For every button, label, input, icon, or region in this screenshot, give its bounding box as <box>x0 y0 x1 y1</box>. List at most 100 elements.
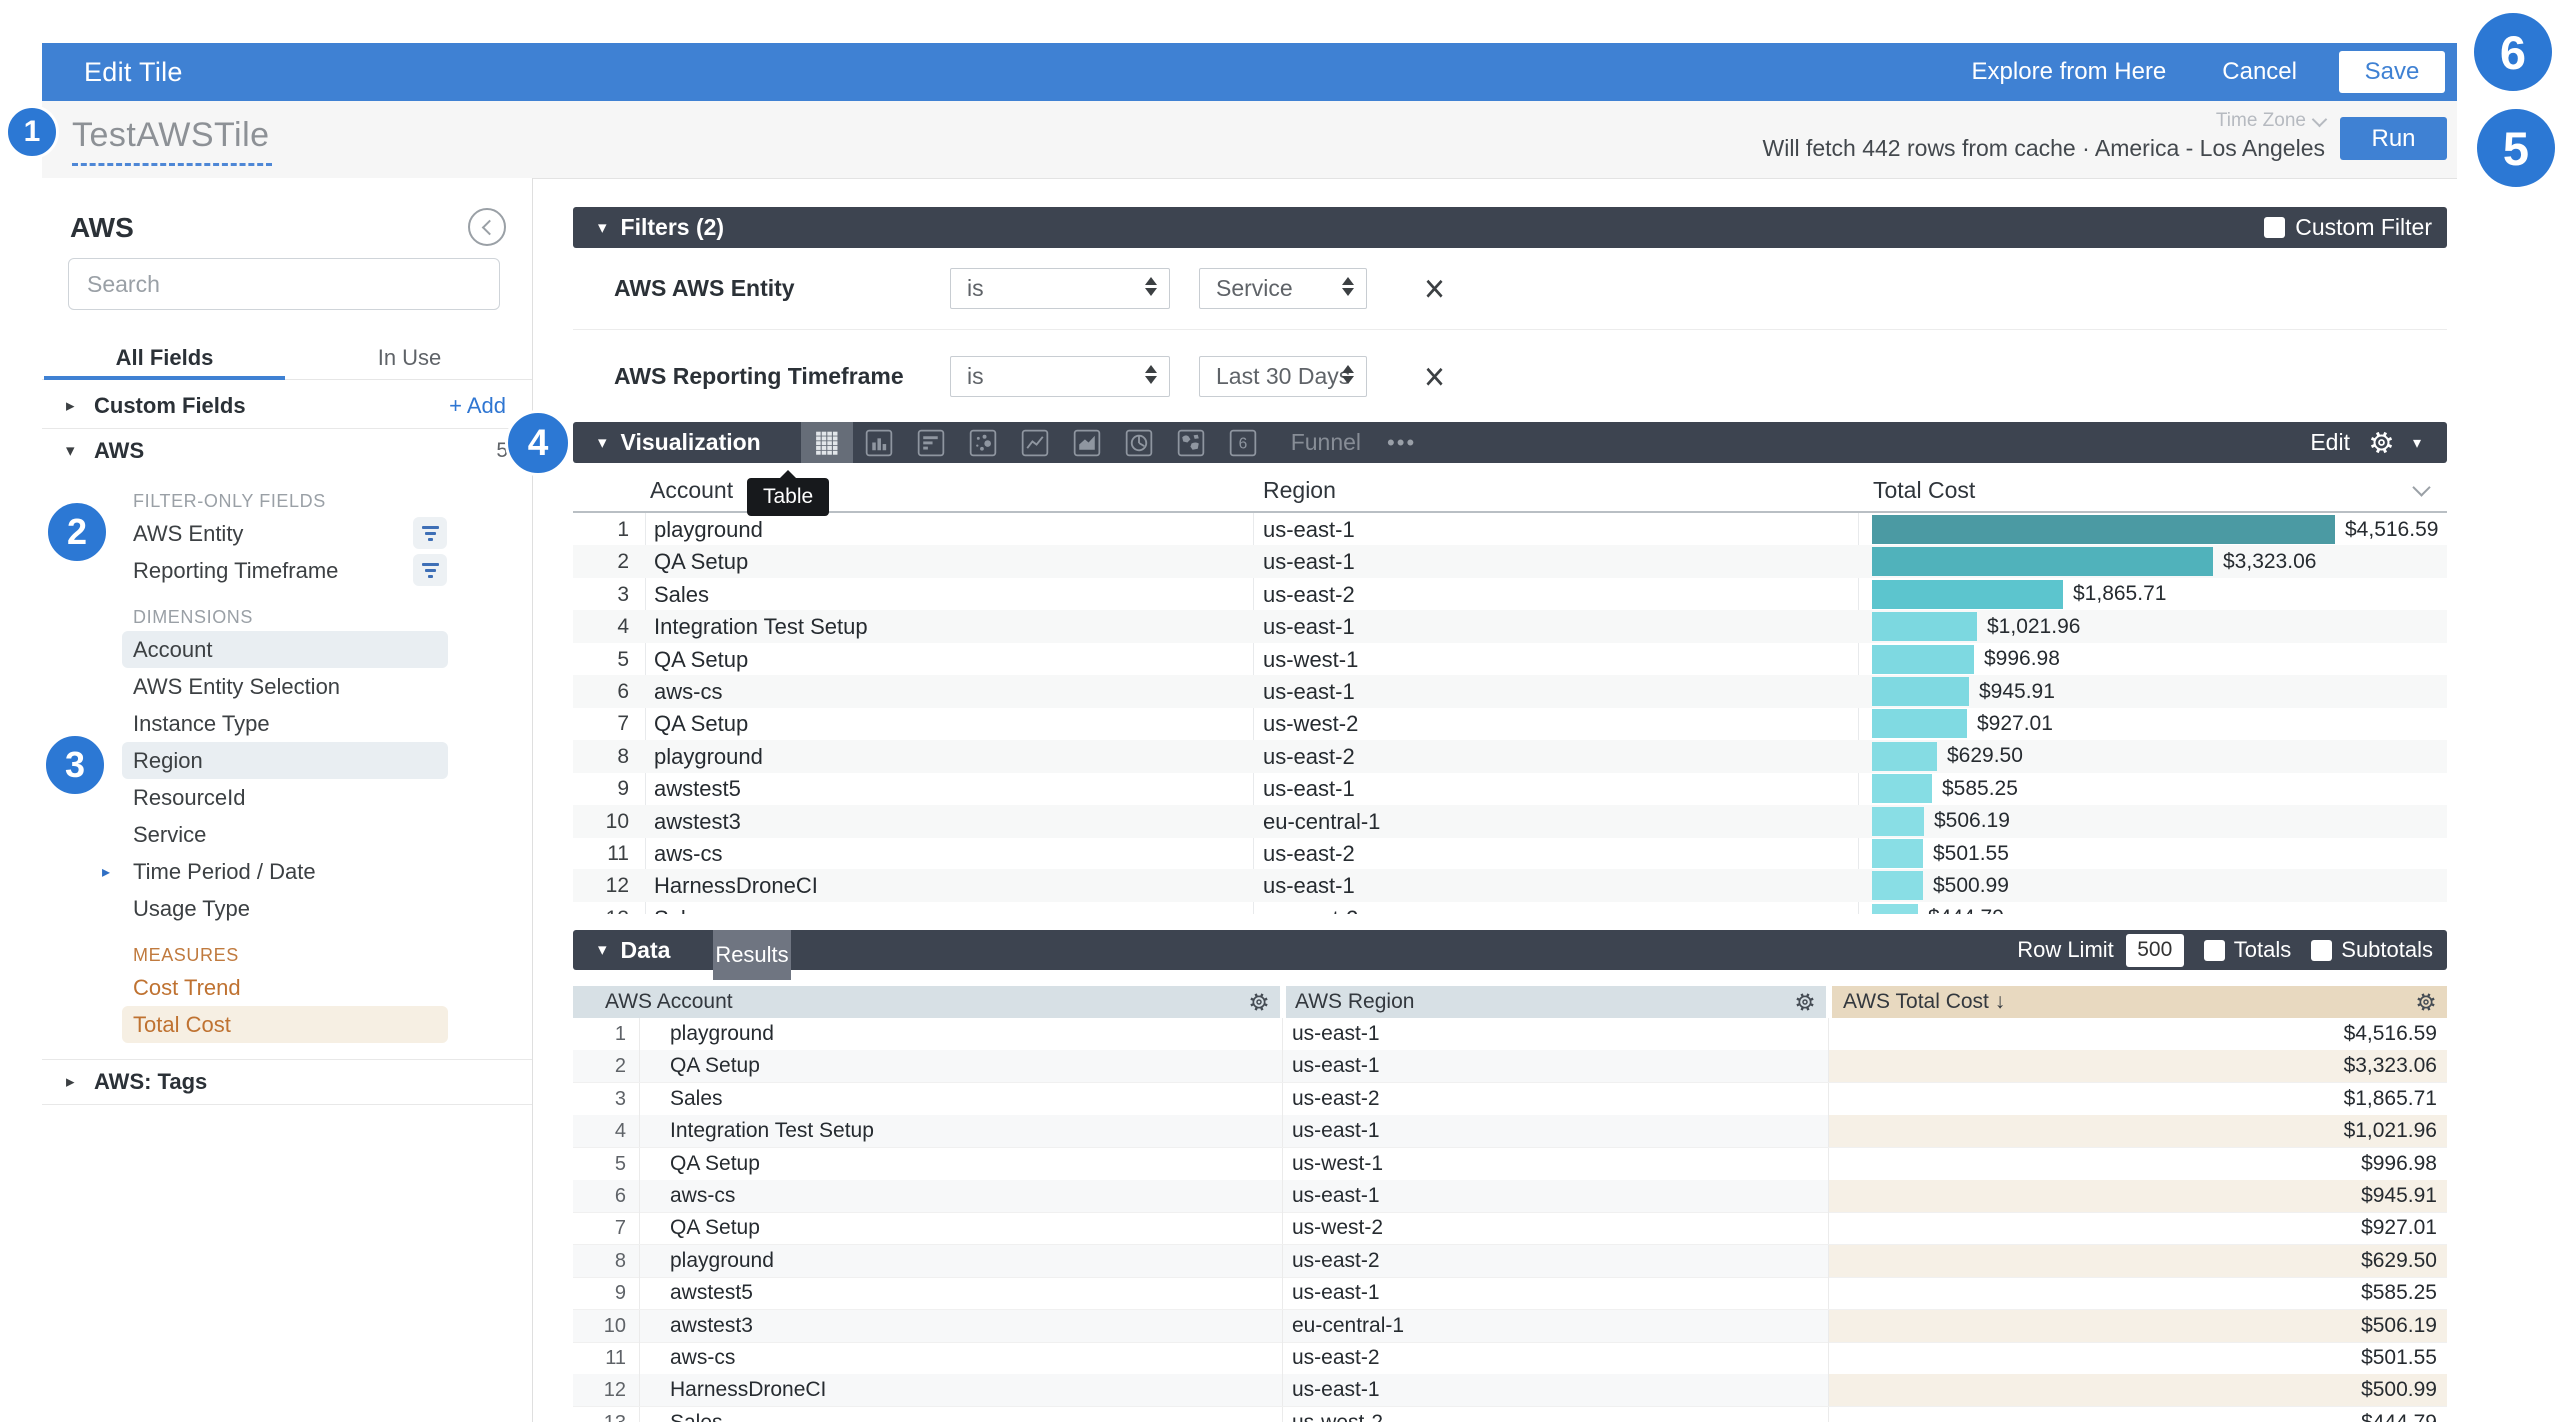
save-button[interactable]: Save <box>2339 51 2445 93</box>
data-col-aws-region[interactable]: AWS Region <box>1286 986 1826 1018</box>
account-cell[interactable]: QA Setup <box>654 646 749 672</box>
sidebar-item-cost-trend[interactable]: Cost Trend <box>42 969 532 1006</box>
data-table-row[interactable]: 5 QA Setup us-west-1 $996.98 <box>573 1147 2447 1181</box>
table-icon[interactable] <box>800 422 853 463</box>
account-cell[interactable]: QA Setup <box>640 1050 1283 1083</box>
region-cell[interactable]: us-west-1 <box>1263 646 1359 672</box>
tab-in-use[interactable]: In Use <box>377 344 442 370</box>
area-chart-icon[interactable] <box>1061 422 1113 463</box>
total-cost-cell[interactable]: $4,516.59 <box>1858 513 2447 546</box>
timezone-dropdown[interactable]: Time Zone <box>1763 110 2328 132</box>
expander-down-icon[interactable]: ▾ <box>66 441 75 460</box>
expander-right-icon[interactable]: ▸ <box>102 863 111 881</box>
data-table-row[interactable]: 11 aws-cs us-east-2 $501.55 <box>573 1342 2447 1375</box>
data-table-row[interactable]: 3 Sales us-east-2 $1,865.71 <box>573 1082 2447 1116</box>
bar-chart-icon[interactable] <box>905 422 957 463</box>
column-chart-icon[interactable] <box>853 422 905 463</box>
account-cell[interactable]: Integration Test Setup <box>654 614 868 640</box>
total-cost-cell[interactable]: $1,021.96 <box>1829 1115 2447 1148</box>
region-cell[interactable]: us-west-2 <box>1283 1406 1829 1422</box>
total-cost-cell[interactable]: $501.55 <box>2361 1346 2437 1369</box>
total-cost-cell[interactable]: $500.99 <box>1858 869 2447 902</box>
edit-visualization-button[interactable]: Edit <box>2310 429 2350 455</box>
region-cell[interactable]: us-west-2 <box>1263 711 1359 737</box>
remove-filter-button[interactable]: × <box>1424 265 1446 311</box>
total-cost-cell[interactable]: $3,323.06 <box>1858 545 2447 578</box>
data-table-row[interactable]: 13Salesus-west-2$444.79 <box>573 1406 2447 1422</box>
region-cell[interactable]: us-east-1 <box>1283 1374 1829 1407</box>
total-cost-cell[interactable]: $945.91 <box>1858 675 2447 708</box>
total-cost-cell[interactable]: $927.01 <box>2361 1216 2437 1240</box>
sidebar-item-total-cost[interactable]: Total Cost <box>122 1006 448 1043</box>
account-cell[interactable]: playground <box>654 517 763 542</box>
region-cell[interactable]: us-west-2 <box>1283 1212 1829 1245</box>
sidebar-item-aws-entity-selection[interactable]: AWS Entity Selection <box>42 668 532 705</box>
row-limit-input[interactable] <box>2125 933 2184 967</box>
total-cost-cell[interactable]: $444.79 <box>1829 1407 2447 1422</box>
region-cell[interactable]: us-east-2 <box>1283 1244 1829 1277</box>
viz-table-row[interactable]: 4 Integration Test Setup us-east-1 $1,021.9… <box>573 610 2447 644</box>
account-cell[interactable]: HarnessDroneCI <box>654 873 818 899</box>
account-cell[interactable]: Sales <box>645 902 1253 914</box>
custom-filter-checkbox[interactable] <box>2264 217 2286 238</box>
account-cell[interactable]: playground <box>640 1244 1283 1277</box>
totals-checkbox[interactable] <box>2203 939 2225 961</box>
region-cell[interactable]: us-east-1 <box>1263 549 1355 575</box>
custom-filter-toggle[interactable]: Custom Filter <box>2264 214 2432 241</box>
region-cell[interactable]: us-east-2 <box>1263 581 1355 607</box>
region-cell[interactable]: us-east-2 <box>1283 1342 1829 1374</box>
data-table-row[interactable]: 9 awstest5 us-east-1 $585.25 <box>573 1277 2447 1311</box>
funnel-chart-button[interactable]: Funnel <box>1290 429 1362 455</box>
account-cell[interactable]: QA Setup <box>640 1212 1283 1245</box>
scatter-plot-icon[interactable] <box>957 422 1009 463</box>
data-col-aws-account[interactable]: AWS Account <box>573 986 1280 1018</box>
total-cost-cell[interactable]: $501.55 <box>1858 837 2447 870</box>
sidebar-item-usage-type[interactable]: Usage Type <box>42 890 532 927</box>
data-table-row[interactable]: 10 awstest3 eu-central-1 $506.19 <box>573 1309 2447 1343</box>
aws-group-row[interactable]: ▾ AWS 5 <box>42 429 532 473</box>
filter-operator-select[interactable]: is <box>950 268 1170 309</box>
total-cost-cell[interactable]: $629.50 <box>1829 1244 2447 1277</box>
gear-icon[interactable] <box>1248 991 1270 1019</box>
viz-table-row[interactable]: 7 QA Setup us-west-2 $927.01 <box>573 707 2447 740</box>
data-table-row[interactable]: 6 aws-cs us-east-1 $945.91 <box>573 1180 2447 1213</box>
tile-name-input[interactable]: TestAWSTile <box>72 116 272 166</box>
sidebar-item-instance-type[interactable]: Instance Type <box>42 705 532 742</box>
total-cost-cell[interactable]: $945.91 <box>1829 1180 2447 1212</box>
sidebar-item-account[interactable]: Account <box>122 631 448 668</box>
viz-settings-caret[interactable]: ▾ <box>2412 434 2421 452</box>
total-cost-cell[interactable]: $4,516.59 <box>2343 1022 2437 1045</box>
filter-operator-select[interactable]: is <box>950 356 1170 397</box>
region-cell[interactable]: us-east-1 <box>1263 776 1355 802</box>
data-table-row[interactable]: 4 Integration Test Setup us-east-1 $1,021.9… <box>573 1115 2447 1149</box>
region-cell[interactable]: us-east-1 <box>1263 614 1355 640</box>
subtotals-toggle[interactable]: Subtotals <box>2311 937 2433 963</box>
region-cell[interactable]: us-east-1 <box>1283 1115 1829 1148</box>
total-cost-cell[interactable]: $1,021.96 <box>1858 610 2447 643</box>
account-cell[interactable]: QA Setup <box>654 549 749 575</box>
total-cost-cell[interactable]: $585.25 <box>2361 1281 2437 1305</box>
region-cell[interactable]: us-west-1 <box>1283 1147 1829 1180</box>
chevron-down-icon[interactable] <box>2412 478 2431 497</box>
aws-tags-group-row[interactable]: ▸ AWS: Tags <box>42 1060 532 1104</box>
custom-fields-row[interactable]: ▸ Custom Fields + Add <box>42 384 532 428</box>
total-cost-cell[interactable]: $444.79 <box>1858 902 2447 914</box>
viz-col-total-cost[interactable]: Total Cost <box>1873 477 1976 503</box>
region-cell[interactable]: us-east-2 <box>1263 743 1355 769</box>
collapse-data-caret[interactable]: ▾ <box>598 940 607 959</box>
viz-table-row[interactable]: 1 playground us-east-1 $4,516.59 <box>573 513 2447 546</box>
viz-table-row[interactable]: 5 QA Setup us-west-1 $996.98 <box>573 643 2447 676</box>
sidebar-item-region[interactable]: Region <box>122 742 448 779</box>
sidebar-item-reporting-timeframe[interactable]: Reporting Timeframe <box>42 552 532 589</box>
viz-table-row[interactable]: 13Salesus-west-2 $444.79 <box>573 902 2447 914</box>
sidebar-item-resourceid[interactable]: ResourceId <box>42 779 532 816</box>
totals-toggle[interactable]: Totals <box>2203 937 2291 963</box>
sidebar-item-time-period-date[interactable]: ▸ Time Period / Date <box>42 853 532 890</box>
gear-icon[interactable] <box>2368 429 2395 456</box>
region-cell[interactable]: us-east-1 <box>1283 1277 1829 1310</box>
remove-filter-button[interactable]: × <box>1424 353 1446 399</box>
region-cell[interactable]: eu-central-1 <box>1283 1309 1829 1342</box>
data-col-aws-total-cost[interactable]: AWS Total Cost ↓ <box>1832 986 2447 1018</box>
total-cost-cell[interactable]: $506.19 <box>1858 805 2447 838</box>
region-cell[interactable]: us-east-1 <box>1283 1018 1829 1050</box>
